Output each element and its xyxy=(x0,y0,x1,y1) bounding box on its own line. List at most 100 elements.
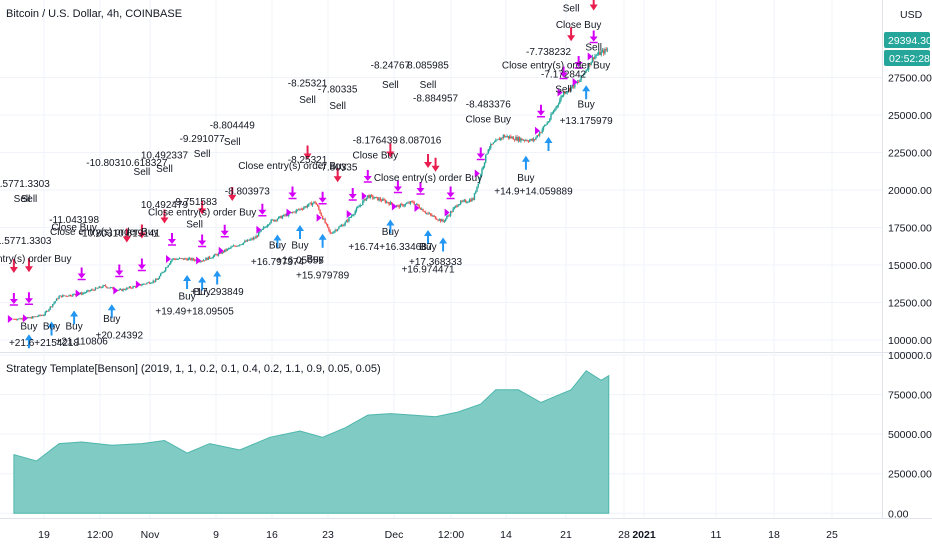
candle-body xyxy=(53,302,55,305)
candle-body xyxy=(249,239,251,241)
candle-body xyxy=(527,141,530,142)
candle-body xyxy=(315,202,318,205)
trade-annotation-label: +21.6+2154218 xyxy=(9,338,80,349)
candle-body xyxy=(456,205,458,207)
candle-body xyxy=(468,199,471,202)
indicator-axis[interactable]: 0.00 25000.00 50000.00 75000.00 100000.00 xyxy=(888,350,932,520)
candle-body xyxy=(412,201,414,203)
candle-body xyxy=(496,139,498,141)
close-marker-head xyxy=(77,273,86,279)
exit-flag-icon xyxy=(391,202,397,211)
close-marker-head xyxy=(416,188,425,193)
candle-body xyxy=(131,287,133,289)
candle-body xyxy=(90,289,93,291)
trade-annotation-label: -1.5771.3303 xyxy=(0,236,52,247)
trade-annotation-label: -8.804449 xyxy=(210,121,255,132)
candle-body xyxy=(37,316,39,318)
candle-body xyxy=(397,205,399,207)
close-marker-head xyxy=(24,298,33,304)
candle-body xyxy=(599,51,601,56)
candle-body xyxy=(229,248,231,249)
candle-body xyxy=(291,212,294,213)
close-marker-head xyxy=(137,264,146,270)
trade-annotation-label: 8.085985 xyxy=(407,61,449,72)
candle-body xyxy=(330,232,333,234)
price-axis[interactable]: 10000.00 12500.00 15000.00 17500.00 20000.00… xyxy=(888,73,932,348)
candle-body xyxy=(58,296,60,299)
candle-body xyxy=(195,259,197,261)
close-marker-head xyxy=(363,176,372,181)
sell-arrow-head xyxy=(303,153,312,160)
candle-body xyxy=(324,218,326,224)
candle-body xyxy=(216,254,218,256)
candle-body xyxy=(295,210,297,213)
candle-body xyxy=(417,203,419,206)
time-tick-label: 12:00 xyxy=(438,529,464,541)
trade-annotation-label: Sell xyxy=(299,95,316,106)
candle-body xyxy=(147,282,149,284)
close-marker-head xyxy=(574,62,583,67)
candle-body xyxy=(309,202,311,204)
candle-body xyxy=(210,258,212,259)
price-tick-label: 17500.00 xyxy=(888,223,932,235)
time-tick-label: Nov xyxy=(141,529,160,541)
close-marker-head xyxy=(115,270,124,276)
candle-body xyxy=(18,318,20,320)
candle-body xyxy=(374,197,377,199)
indicator-title[interactable]: Strategy Template[Benson] (2019, 1, 1, 0… xyxy=(6,363,381,375)
candle-body xyxy=(127,287,129,289)
trade-annotation-label: Buy xyxy=(382,227,399,238)
candle-body xyxy=(577,81,580,83)
exit-flag-icon xyxy=(444,208,450,217)
candle-body xyxy=(503,135,506,138)
candle-body xyxy=(343,224,345,227)
candle-body xyxy=(163,270,166,272)
price-tick-label: 20000.00 xyxy=(888,185,932,197)
candle-body xyxy=(419,208,422,210)
candle-body xyxy=(579,80,581,83)
buy-arrow-head xyxy=(544,137,553,143)
candle-body xyxy=(515,136,517,141)
candle-body xyxy=(437,219,439,221)
buy-arrow-head xyxy=(318,233,327,240)
trade-annotation-label: 10.492337 xyxy=(141,151,189,162)
candle-body xyxy=(370,195,373,196)
candle-body xyxy=(493,141,496,143)
price-pane[interactable] xyxy=(0,0,882,352)
candle-body xyxy=(416,203,418,205)
candle-body xyxy=(603,50,605,54)
candle-body xyxy=(63,295,65,297)
candle-body xyxy=(222,251,225,253)
candle-body xyxy=(108,287,110,289)
candle-body xyxy=(44,312,46,315)
buy-arrow-head xyxy=(439,237,448,244)
candle-body xyxy=(304,206,306,208)
candle-body xyxy=(177,259,179,260)
candle-body xyxy=(275,219,277,221)
exit-flag-icon xyxy=(557,88,563,97)
candle-body xyxy=(151,282,153,284)
candle-body xyxy=(388,202,390,205)
candle-body xyxy=(476,186,478,192)
symbol-title[interactable]: Bitcoin / U.S. Dollar, 4h, COINBASE xyxy=(6,8,182,20)
candle-body xyxy=(414,204,417,205)
candle-body xyxy=(475,191,477,194)
currency-label[interactable]: USD xyxy=(900,9,923,21)
trade-annotation-label: Buy xyxy=(269,241,286,252)
candle-body xyxy=(495,140,497,142)
candle-body xyxy=(349,217,351,218)
candle-body xyxy=(402,204,404,207)
time-axis[interactable]: 19 12:00 Nov 9 16 23 Dec 12:00 14 21 28 2021 11 18 25 xyxy=(38,529,838,541)
candle-body xyxy=(239,244,241,246)
candle-body xyxy=(497,138,500,140)
candle-body xyxy=(422,208,424,212)
candle-body xyxy=(182,258,185,260)
candle-body xyxy=(598,51,600,55)
candle-body xyxy=(259,231,261,233)
trade-annotation-label: Sell xyxy=(156,164,173,175)
candle-body xyxy=(348,217,350,222)
candle-body xyxy=(400,204,403,205)
candle-body xyxy=(451,211,453,213)
candle-body xyxy=(439,219,442,222)
